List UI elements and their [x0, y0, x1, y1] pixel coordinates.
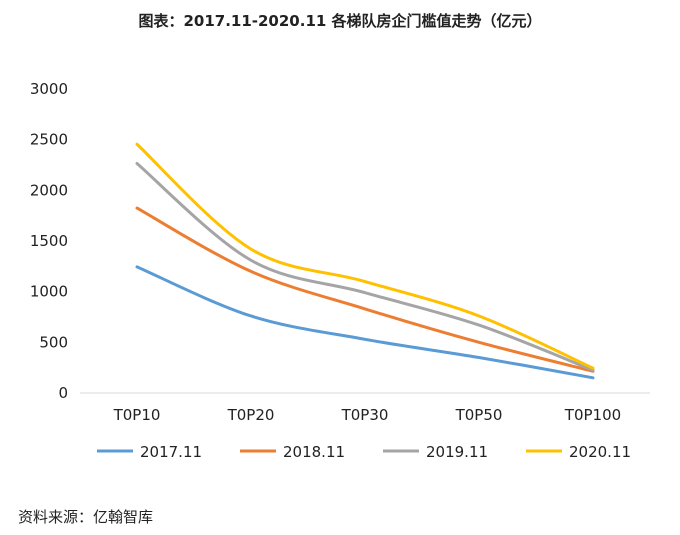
legend-label: 2018.11 [283, 443, 345, 461]
y-tick-label: 2500 [30, 131, 68, 149]
y-tick-label: 500 [39, 333, 68, 351]
series-line-2020.11 [135, 142, 595, 370]
x-tick-label: T0P50 [455, 406, 503, 424]
y-tick-label: 0 [58, 384, 68, 402]
x-tick-label: T0P30 [341, 406, 389, 424]
legend-label: 2020.11 [569, 443, 631, 461]
series-line-2018.11 [135, 206, 595, 373]
x-axis-ticks: T0P10 T0P20 T0P30 T0P50 T0P100 [113, 406, 622, 424]
series-line-2017.11 [135, 265, 595, 380]
x-tick-label: T0P100 [564, 406, 621, 424]
series-line-2019.11 [135, 161, 595, 372]
x-tick-label: T0P10 [113, 406, 161, 424]
series-lines [135, 142, 595, 380]
y-axis-ticks: 0 500 1000 1500 2000 2500 3000 [30, 80, 68, 402]
legend-label: 2017.11 [140, 443, 202, 461]
y-tick-label: 2000 [30, 181, 68, 199]
source-note: 资料来源：亿翰智库 [18, 508, 154, 526]
legend: 2017.11 2018.11 2019.11 2020.11 [97, 443, 631, 461]
y-tick-label: 1500 [30, 232, 68, 250]
legend-label: 2019.11 [426, 443, 488, 461]
y-tick-label: 3000 [30, 80, 68, 98]
y-tick-label: 1000 [30, 283, 68, 301]
chart-title: 图表：2017.11-2020.11 各梯队房企门槛值走势（亿元） [138, 12, 542, 30]
x-tick-label: T0P20 [227, 406, 275, 424]
